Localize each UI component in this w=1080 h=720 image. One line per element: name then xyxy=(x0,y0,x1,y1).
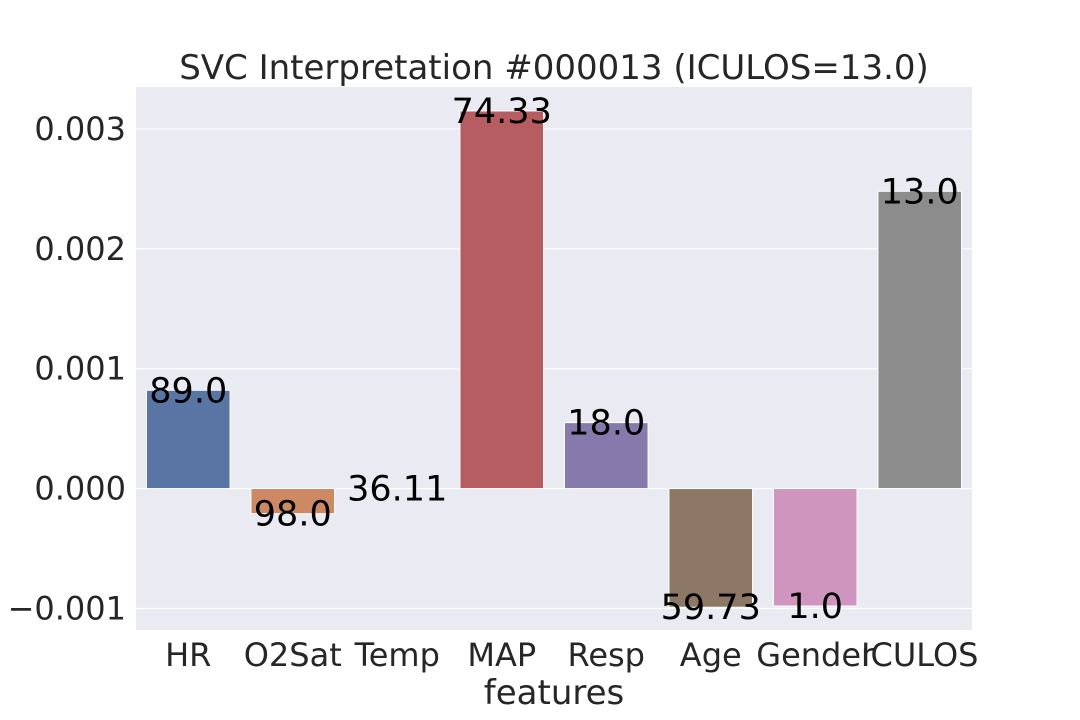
x-axis-title: features xyxy=(484,673,624,713)
y-tick-label: 0.002 xyxy=(34,230,126,268)
bar-value-label: 36.11 xyxy=(347,470,447,510)
y-tick-label: 0.001 xyxy=(34,350,126,388)
bar-hr xyxy=(145,389,231,490)
bar-value-labels: 89.0 98.0 36.11 74.33 18.0 59.73 1.0 13.0 xyxy=(149,92,958,628)
bar-value-label: 98.0 xyxy=(254,495,332,535)
y-tick-labels: −0.001 0.000 0.001 0.002 0.003 xyxy=(8,110,126,627)
x-tick-label: ICULOS xyxy=(861,636,978,674)
y-tick-label: 0.003 xyxy=(34,110,126,148)
x-tick-label: Gender xyxy=(756,636,875,674)
bar-value-label: 74.33 xyxy=(452,92,552,132)
bars xyxy=(145,110,963,608)
x-tick-label: HR xyxy=(165,636,211,674)
x-tick-label: O2Sat xyxy=(244,636,342,674)
bar-age xyxy=(668,488,754,608)
bar-o2sat xyxy=(250,488,336,515)
bar-value-label: 59.73 xyxy=(661,588,761,628)
x-tick-label: Age xyxy=(680,636,742,674)
bar-map xyxy=(459,110,545,490)
bar-iculos xyxy=(877,190,963,490)
bar-resp xyxy=(563,422,649,490)
bar-gender xyxy=(772,488,858,607)
bar-value-label: 18.0 xyxy=(567,404,645,444)
bar-value-label: 89.0 xyxy=(149,371,227,411)
y-tick-label: −0.001 xyxy=(8,589,126,627)
bar-value-label: 1.0 xyxy=(787,587,843,627)
y-tick-label: 0.000 xyxy=(34,470,126,508)
x-tick-label: Resp xyxy=(568,636,645,674)
x-tick-label: MAP xyxy=(467,636,536,674)
bar-value-label: 13.0 xyxy=(881,172,959,212)
x-tick-label: Temp xyxy=(354,636,440,674)
chart-title: SVC Interpretation #000013 (ICULOS=13.0) xyxy=(179,48,929,88)
